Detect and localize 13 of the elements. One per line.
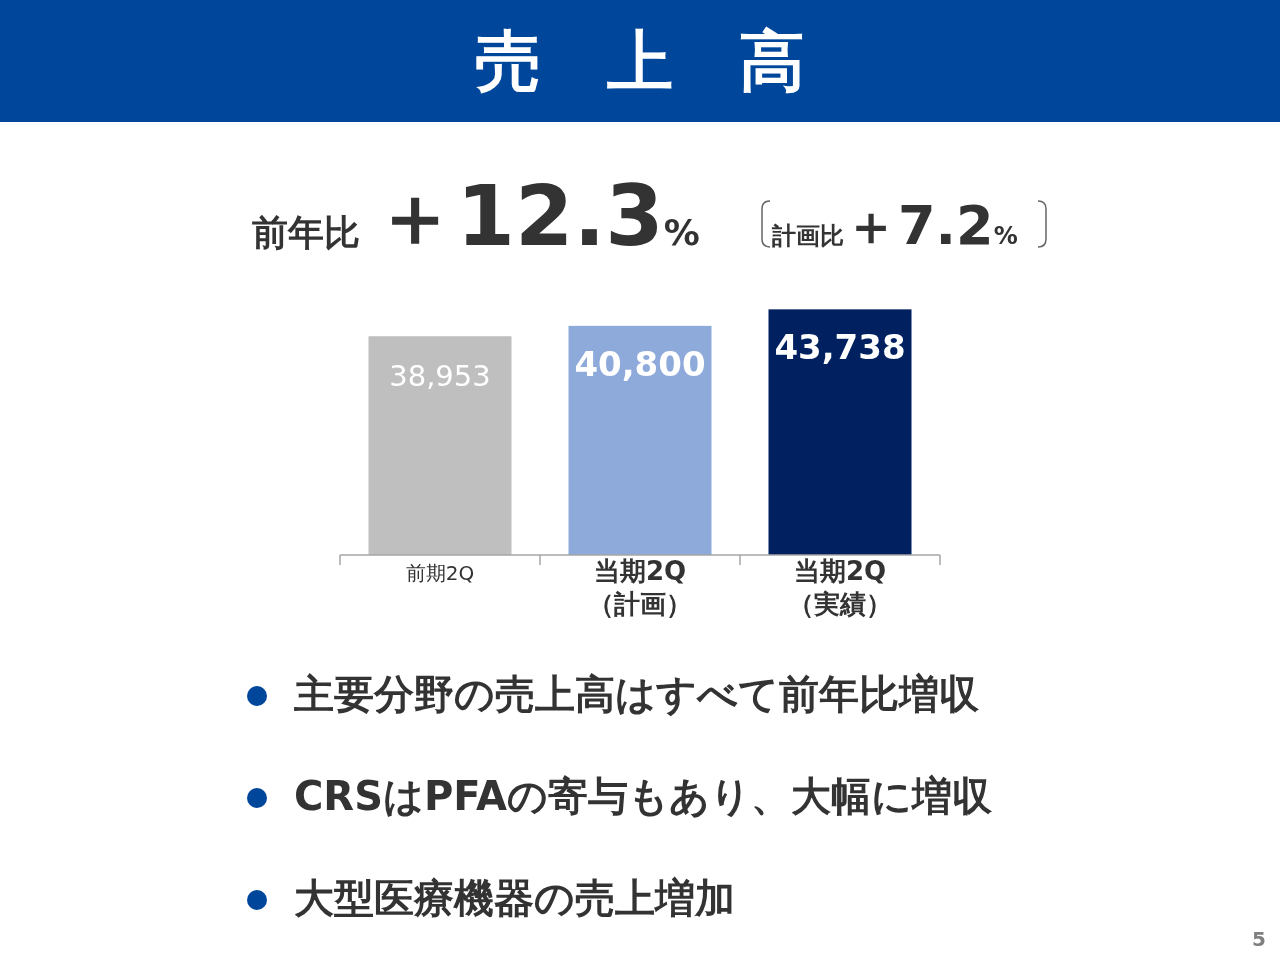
x-tick-label: 当期2Q （計画） — [588, 556, 692, 619]
text: CRSはPFAの寄与もあり、大幅に増収 — [294, 773, 993, 819]
text: 5 — [1252, 927, 1266, 951]
chart-title: 売 上 高 — [475, 23, 805, 100]
text: 主要分野の売上高はすべて前年比増収 — [293, 671, 980, 717]
data-label: 43,738 — [774, 327, 906, 368]
x-tick-label: 当期2Q （実績） — [788, 556, 892, 619]
data-label: 38,953 — [389, 359, 491, 394]
text: 大型医療機器の売上増加 — [294, 875, 735, 921]
x-tick-label: 前期2Q — [405, 561, 475, 585]
text: 計画比＋7.2% — [771, 194, 1018, 257]
data-label: 40,800 — [574, 343, 706, 384]
chart-subtitle: 前年比＋12.3% — [252, 167, 700, 265]
